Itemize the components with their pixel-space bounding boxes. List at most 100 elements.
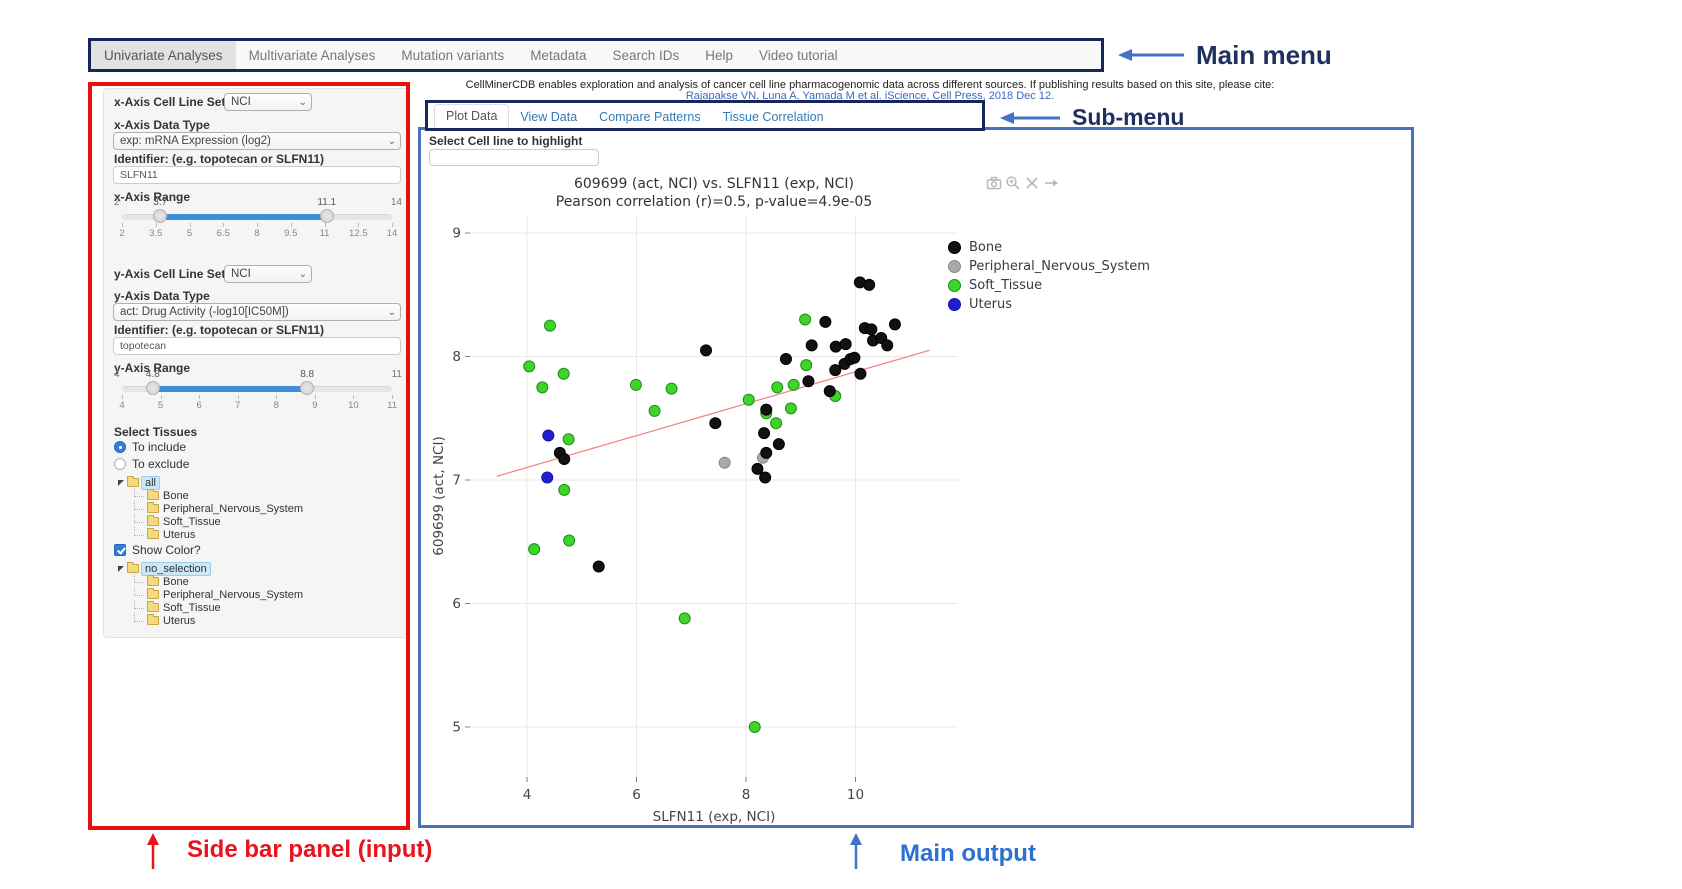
tissues-include-radio[interactable]: To include bbox=[114, 440, 186, 454]
x-axis-range-slider[interactable]: 2 14 3.7 11.1 2 3.5 5 6.5 8 9.5 11 12.5 14 bbox=[112, 197, 402, 241]
sub-menu-tab-tissue-correlation[interactable]: Tissue Correlation bbox=[722, 110, 824, 124]
caret-down-icon[interactable] bbox=[118, 565, 124, 572]
tissues-exclude-radio[interactable]: To exclude bbox=[114, 457, 189, 471]
y-data-type-select[interactable]: act: Drug Activity (-log10[IC50M]) ⌄ bbox=[113, 303, 401, 321]
y-data-type-value: act: Drug Activity (-log10[IC50M]) bbox=[120, 306, 289, 318]
y-range-to-value: 8.8 bbox=[300, 369, 315, 380]
tissue-color-node-soft-tissue[interactable]: Soft_Tissue bbox=[118, 600, 303, 614]
arrow-right-icon[interactable] bbox=[1043, 175, 1059, 191]
tree-connector bbox=[134, 527, 144, 536]
y-cell-line-set-select[interactable]: NCI ⌄ bbox=[224, 265, 312, 283]
chevron-down-icon: ⌄ bbox=[387, 307, 396, 318]
scatter-plot[interactable]: 4 6 8 10 5 6 7 8 9 SLFN11 (exp, NCI) 609699 (act, … bbox=[421, 130, 1411, 825]
main-menu-item-multivariate-analyses[interactable]: Multivariate Analyses bbox=[248, 47, 376, 63]
caret-down-icon[interactable] bbox=[118, 479, 124, 486]
x-range-grid-label: 3.5 bbox=[149, 228, 163, 239]
legend-item-peripheral-nervous-system[interactable]: Peripheral_Nervous_System bbox=[948, 257, 1150, 276]
folder-icon bbox=[147, 588, 159, 599]
show-color-label: Show Color? bbox=[132, 543, 201, 557]
x-cell-line-set-select[interactable]: NCI ⌄ bbox=[224, 93, 312, 111]
camera-icon[interactable] bbox=[986, 175, 1002, 191]
main-menu-item-mutation-variants[interactable]: Mutation variants bbox=[401, 47, 505, 63]
data-point-bone bbox=[751, 462, 764, 475]
radio-selected-icon bbox=[114, 441, 126, 453]
select-tissues-label: Select Tissues bbox=[114, 425, 198, 439]
site-tagline: CellMinerCDB enables exploration and ana… bbox=[465, 79, 1275, 91]
x-tick-label: 6 bbox=[632, 787, 641, 803]
x-range-to-handle[interactable] bbox=[319, 209, 334, 223]
tissue-include-node-bone[interactable]: Bone bbox=[118, 488, 303, 502]
main-menu-item-video-tutorial[interactable]: Video tutorial bbox=[759, 47, 838, 63]
y-range-from-handle[interactable] bbox=[145, 381, 160, 395]
chevron-down-icon: ⌄ bbox=[387, 136, 396, 147]
legend-item-soft-tissue[interactable]: Soft_Tissue bbox=[948, 276, 1150, 295]
tree-connector bbox=[134, 587, 144, 596]
sub-menu-tab-view-data[interactable]: View Data bbox=[520, 110, 578, 124]
highlight-cell-line-input[interactable] bbox=[429, 149, 599, 166]
tissue-include-node-uterus[interactable]: Uterus bbox=[118, 527, 303, 541]
main-menu-item-metadata[interactable]: Metadata bbox=[530, 47, 587, 63]
citation-link[interactable]: Rajapakse VN, Luna A, Yamada M et al. iS… bbox=[685, 90, 1055, 102]
legend-marker-icon bbox=[948, 260, 961, 273]
main-output-arrow bbox=[850, 833, 862, 869]
data-point-soft-tissue bbox=[678, 612, 691, 625]
legend-marker-icon bbox=[948, 241, 961, 254]
y-range-grid-label: 11 bbox=[387, 400, 397, 411]
x-identifier-label: Identifier: (e.g. topotecan or SLFN11) bbox=[114, 152, 325, 166]
main-output-panel: Select Cell line to highlight 609699 (ac… bbox=[418, 127, 1414, 828]
y-axis-title: 609699 (act, NCI) bbox=[431, 436, 447, 555]
y-range-grid-tick bbox=[160, 395, 162, 399]
tissue-color-node-uterus[interactable]: Uterus bbox=[118, 613, 303, 627]
data-point-soft-tissue bbox=[770, 417, 783, 430]
sidebar-annotation-label: Side bar panel (input) bbox=[187, 836, 433, 863]
y-axis-range-slider[interactable]: 4 11 4.8 8.8 4 5 6 7 8 9 10 11 bbox=[112, 369, 402, 413]
data-point-bone bbox=[865, 323, 878, 336]
plot-subtitle: Pearson correlation (r)=0.5, p-value=4.9… bbox=[555, 194, 873, 210]
x-data-type-select[interactable]: exp: mRNA Expression (log2) ⌄ bbox=[113, 132, 401, 150]
sub-menu-tab-plot-data[interactable]: Plot Data bbox=[434, 104, 510, 128]
y-range-to-handle[interactable] bbox=[300, 381, 315, 395]
x-identifier-input[interactable] bbox=[113, 166, 401, 184]
y-range-grid-label: 5 bbox=[157, 400, 164, 411]
zoom-in-icon[interactable] bbox=[1005, 175, 1021, 191]
x-range-grid-label: 12.5 bbox=[349, 228, 368, 239]
data-point-soft-tissue bbox=[665, 382, 678, 395]
tissue-include-node-peripheral-nervous-system[interactable]: Peripheral_Nervous_System bbox=[118, 501, 303, 515]
tissue-color-node-peripheral-nervous-system[interactable]: Peripheral_Nervous_System bbox=[118, 587, 303, 601]
data-point-soft-tissue bbox=[800, 359, 813, 372]
tissue-include-node-soft-tissue[interactable]: Soft_Tissue bbox=[118, 514, 303, 528]
radio-unselected-icon bbox=[114, 458, 126, 470]
data-point-bone bbox=[779, 352, 792, 365]
x-range-grid-tick bbox=[189, 223, 191, 227]
data-point-bone bbox=[839, 338, 852, 351]
y-identifier-input[interactable] bbox=[113, 337, 401, 355]
x-range-from-value: 3.7 bbox=[153, 197, 168, 208]
chevron-down-icon: ⌄ bbox=[298, 97, 307, 108]
x-range-grid-tick bbox=[324, 223, 326, 227]
tissue-color-root[interactable]: no_selection bbox=[118, 561, 303, 576]
data-point-soft-tissue bbox=[629, 378, 642, 391]
main-menu-item-help[interactable]: Help bbox=[705, 47, 734, 63]
main-menu-annotation-label: Main menu bbox=[1196, 40, 1332, 70]
show-color-checkbox[interactable]: Show Color? bbox=[114, 543, 201, 557]
data-point-soft-tissue bbox=[562, 433, 575, 446]
y-range-grid-label: 7 bbox=[235, 400, 241, 411]
sub-menu-tab-compare-patterns[interactable]: Compare Patterns bbox=[599, 110, 701, 124]
legend-label: Peripheral_Nervous_System bbox=[969, 259, 1150, 274]
x-tick-label: 8 bbox=[742, 787, 751, 803]
x-range-grid-label: 5 bbox=[186, 228, 193, 239]
plot-legend: Bone Peripheral_Nervous_System Soft_Tissue… bbox=[948, 238, 1150, 314]
close-icon[interactable] bbox=[1024, 175, 1040, 191]
data-point-bone bbox=[760, 446, 773, 459]
main-menu-item-search-ids[interactable]: Search IDs bbox=[612, 47, 680, 63]
data-point-soft-tissue bbox=[536, 381, 549, 394]
tissue-color-node-bone[interactable]: Bone bbox=[118, 574, 303, 588]
legend-item-bone[interactable]: Bone bbox=[948, 238, 1150, 257]
x-range-grid-label: 8 bbox=[254, 228, 260, 239]
data-point-bone bbox=[802, 375, 815, 388]
main-menu-item-univariate-analyses[interactable]: Univariate Analyses bbox=[91, 41, 236, 69]
legend-item-uterus[interactable]: Uterus bbox=[948, 295, 1150, 314]
data-point-bone bbox=[558, 453, 571, 466]
x-range-from-handle[interactable] bbox=[153, 209, 168, 223]
data-point-peripheral-nervous-system bbox=[718, 456, 731, 469]
